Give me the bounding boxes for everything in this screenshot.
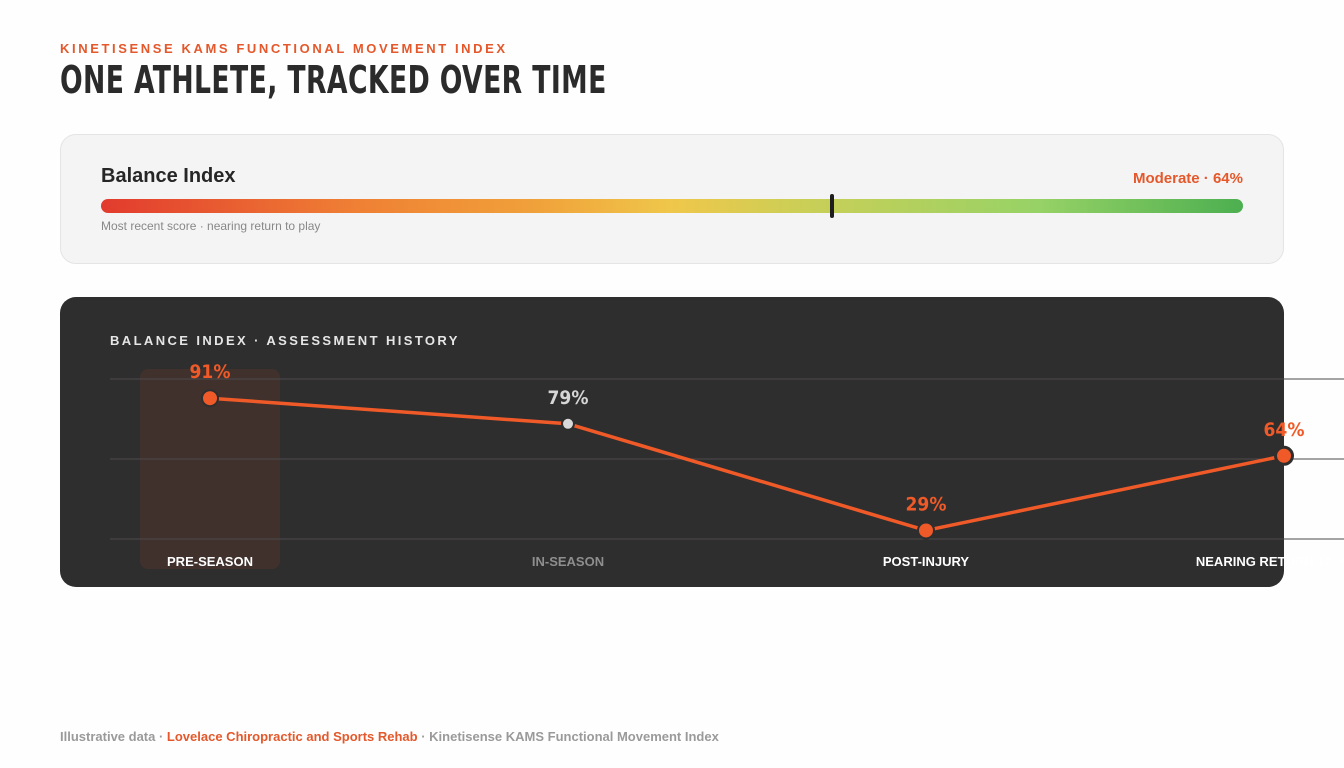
score-gradient-bar — [101, 194, 1243, 218]
footer-prefix: Illustrative data · — [60, 729, 167, 744]
category-label: PRE-SEASON — [167, 554, 253, 569]
history-panel: BALANCE INDEX · ASSESSMENT HISTORY 91% PR… — [60, 297, 1344, 587]
data-label: 64% — [1264, 419, 1305, 441]
eyebrow-label: KINETISENSE KAMS FUNCTIONAL MOVEMENT IND… — [60, 41, 508, 56]
history-chart: 91% PRE-SEASON 79% IN-SEASON 29% POST-INJURY 6… — [110, 361, 1344, 569]
highlight-column — [140, 369, 280, 569]
category-label: IN-SEASON — [532, 554, 604, 569]
footer-clinic: Lovelace Chiropractic and Sports Rehab — [166, 729, 418, 744]
score-status: Moderate · 64% — [1132, 170, 1243, 187]
footer-suffix: · Kinetisense KAMS Functional Movement I… — [417, 729, 719, 744]
data-point — [1274, 445, 1294, 466]
series-line — [209, 396, 1285, 533]
data-point — [201, 389, 219, 408]
category-label: NEARING RETURN TO PLAY — [1196, 554, 1344, 569]
score-marker — [829, 194, 834, 218]
data-point — [917, 521, 935, 540]
category-label: POST-INJURY — [883, 554, 970, 569]
page-title: ONE ATHLETE, TRACKED OVER TIME — [60, 58, 607, 102]
balance-score-card: Balance Index Moderate · 64% Most recent… — [60, 134, 1284, 264]
history-title: BALANCE INDEX · ASSESSMENT HISTORY — [110, 333, 460, 348]
footer-note: Illustrative data · Lovelace Chiropracti… — [60, 729, 719, 744]
data-label: 29% — [906, 493, 947, 515]
data-point — [561, 416, 575, 431]
score-label: Balance Index — [101, 165, 236, 187]
score-note: Most recent score · nearing return to pl… — [101, 219, 321, 233]
data-label: 91% — [190, 361, 231, 383]
data-label: 79% — [548, 387, 589, 409]
